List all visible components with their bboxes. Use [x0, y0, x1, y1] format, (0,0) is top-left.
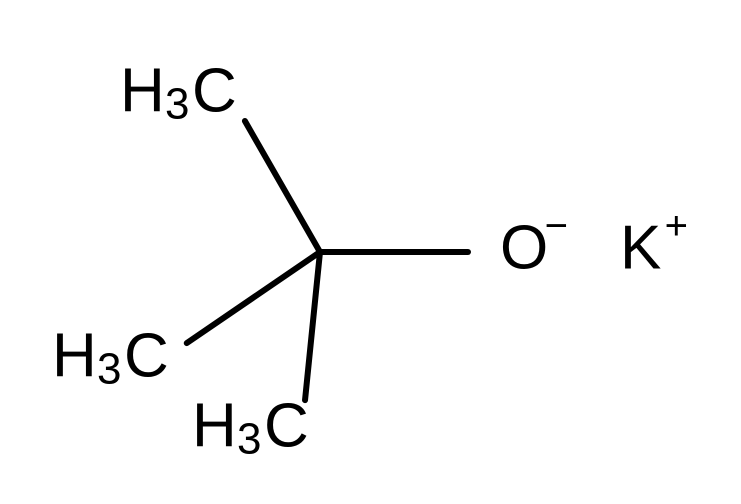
svg-text:C: C	[264, 391, 309, 460]
svg-text:3: 3	[97, 345, 121, 394]
svg-text:H: H	[192, 391, 237, 460]
svg-text:H: H	[120, 56, 165, 125]
svg-text:O: O	[500, 213, 548, 282]
svg-text:H: H	[52, 321, 97, 390]
molecule-diagram: H3CH3CH3CO−K+	[0, 0, 741, 504]
svg-text:K: K	[620, 213, 661, 282]
svg-text:C: C	[192, 56, 237, 125]
svg-text:3: 3	[237, 415, 261, 464]
charge-K: +	[665, 204, 688, 248]
svg-text:3: 3	[165, 80, 189, 129]
svg-text:C: C	[124, 321, 169, 390]
charge-O: −	[545, 204, 568, 248]
